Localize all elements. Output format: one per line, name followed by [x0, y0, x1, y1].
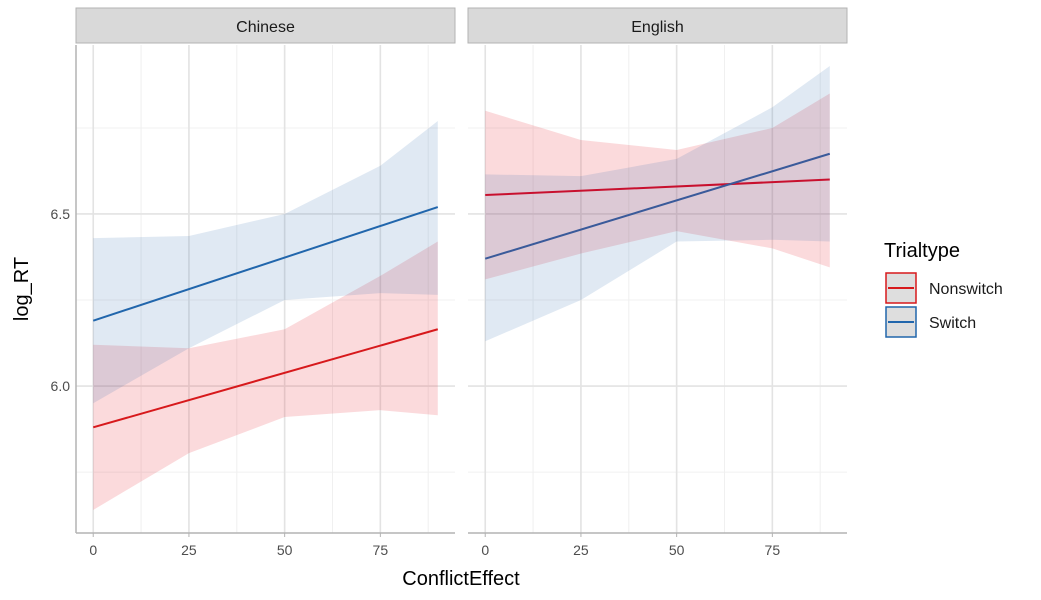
- x-tick-label: 75: [373, 542, 389, 558]
- legend-label: Switch: [929, 315, 976, 332]
- ribbon-nonswitch: [93, 241, 438, 510]
- x-tick-label: 25: [573, 542, 589, 558]
- facet-strip-label: Chinese: [236, 19, 295, 36]
- y-tick-label: 6.5: [51, 206, 71, 222]
- ribbon-switch: [93, 121, 438, 404]
- ribbon-switch: [485, 65, 830, 342]
- x-tick-label: 0: [89, 542, 97, 558]
- x-axis-title: ConflictEffect: [402, 568, 520, 590]
- panel-chinese: Chinese 0 25 50 75 6.0 6.5: [51, 7, 456, 558]
- legend: Trialtype Nonswitch Switch: [884, 240, 1003, 338]
- facet-strip: [467, 7, 848, 44]
- facet-strip: [75, 7, 456, 44]
- facet-strip-label: English: [631, 19, 683, 36]
- line-switch: [92, 206, 439, 322]
- line-nonswitch: [485, 178, 830, 197]
- y-tick-label: 6.0: [51, 378, 71, 394]
- panel-english: English 0 25 50 75: [467, 7, 848, 558]
- x-tick-label: 25: [181, 542, 197, 558]
- line-switch: [484, 152, 831, 260]
- x-tick-label: 0: [481, 542, 489, 558]
- y-axis-title: log_RT: [11, 257, 33, 321]
- legend-title: Trialtype: [884, 240, 960, 262]
- line-nonswitch: [92, 328, 439, 429]
- x-tick-label: 50: [669, 542, 685, 558]
- x-tick-label: 50: [277, 542, 293, 558]
- legend-label: Nonswitch: [929, 281, 1003, 298]
- x-tick-label: 75: [765, 542, 781, 558]
